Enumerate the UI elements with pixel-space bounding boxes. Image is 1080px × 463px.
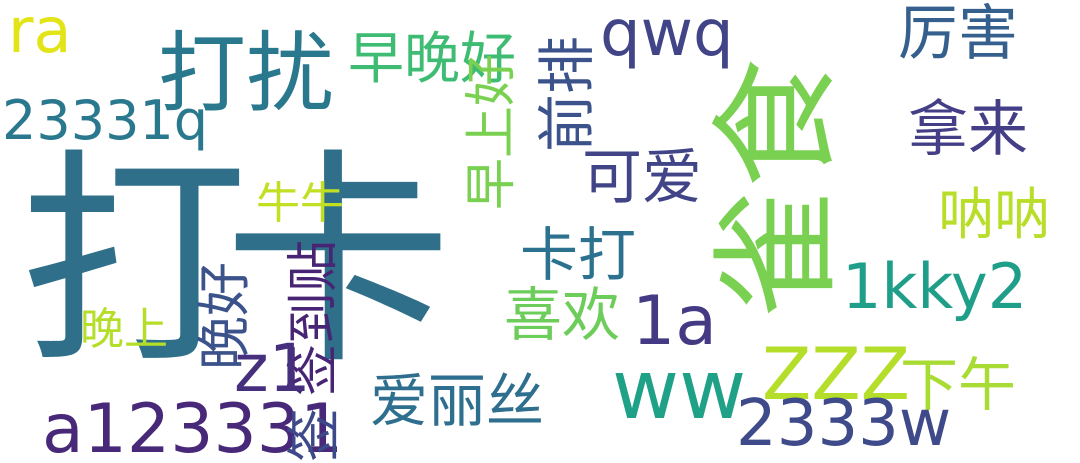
word-qian: 签: [283, 408, 346, 462]
word-wanshang: 晚上: [80, 304, 168, 355]
word-darao: 打扰: [158, 22, 335, 125]
word-zaowanhao: 早晚好: [348, 27, 516, 92]
word-ailisi: 爱丽丝: [370, 367, 545, 435]
word-xihuan: 喜欢: [504, 281, 621, 349]
word-ra: ra: [8, 0, 72, 67]
word-1a: 1a: [632, 282, 717, 361]
word-niuniu: 牛牛: [256, 178, 344, 229]
word-qianpai: 前排: [533, 35, 601, 152]
word-nalai: 拿来: [908, 95, 1028, 165]
word-2333w: 2333w: [736, 387, 952, 461]
word-1kky2: 1kky2: [842, 250, 1028, 323]
word-nana: 呐呐: [938, 183, 1050, 248]
word-zaoshanghao: 早上好: [462, 53, 522, 210]
word-kada: 卡打: [520, 221, 637, 289]
word-qwq: qwq: [600, 0, 734, 71]
word-ww: ww: [612, 343, 747, 438]
word-daka: 打卡: [20, 129, 452, 395]
word-23331q: 23331q: [2, 89, 209, 152]
word-lihai: 厉害: [898, 0, 1018, 69]
word-keai: 可爱: [582, 143, 702, 213]
word-a123331: a123331: [42, 390, 344, 463]
word-zzz: ZZZ: [762, 332, 910, 416]
word-z1: z1: [234, 330, 311, 407]
word-xiawu: 下午: [900, 351, 1017, 419]
word-queshi: 雀食: [701, 57, 853, 318]
